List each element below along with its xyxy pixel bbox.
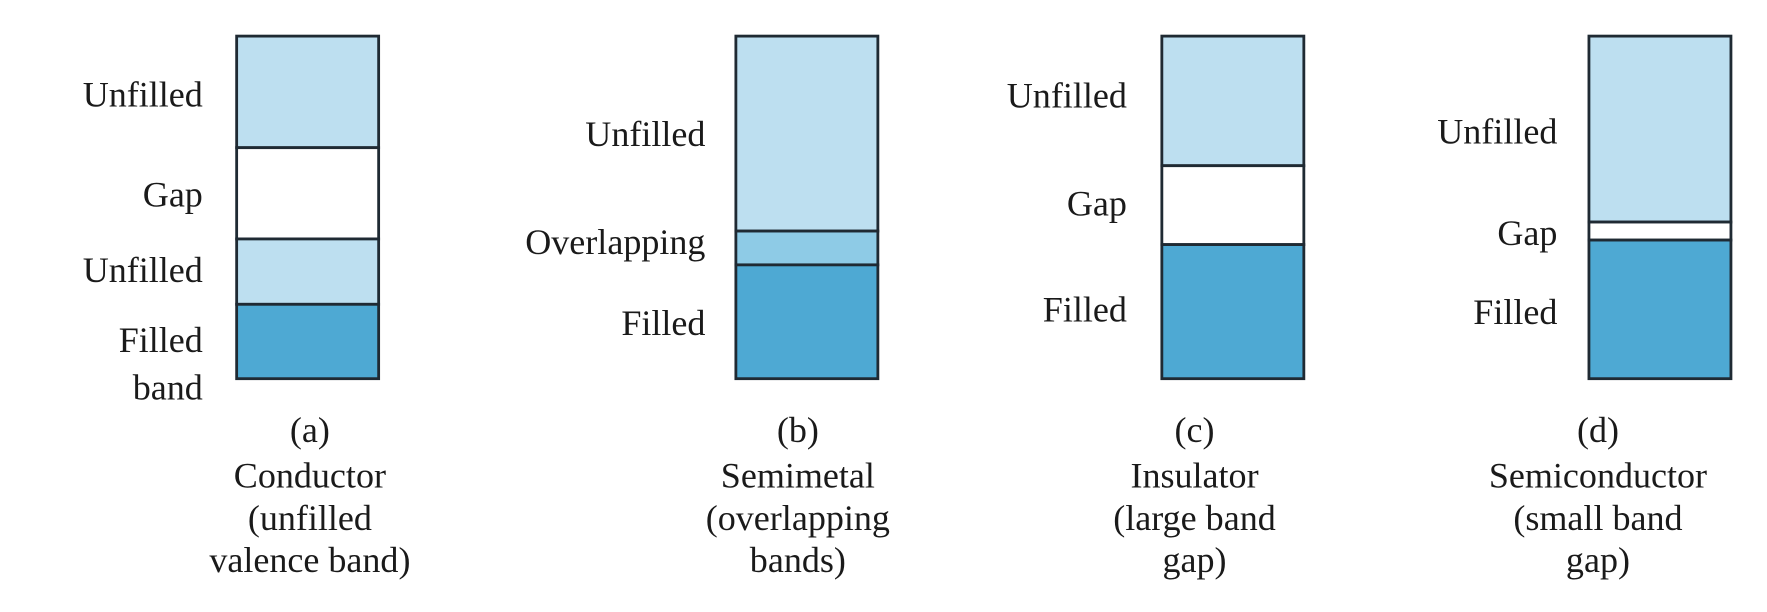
panel-letter: (d) xyxy=(1577,410,1619,450)
band-label: Filled xyxy=(1473,292,1557,332)
band-label: Filled xyxy=(119,320,203,360)
band xyxy=(235,34,381,150)
band-label: Overlapping xyxy=(525,222,705,262)
band-label: Gap xyxy=(1067,184,1127,224)
panel-letter: (a) xyxy=(290,410,330,450)
band xyxy=(734,34,880,233)
panel-name: Semiconductor xyxy=(1489,455,1707,495)
panel-description: valence band) xyxy=(209,540,410,580)
band xyxy=(235,302,381,381)
band xyxy=(1160,164,1306,246)
band-label: band xyxy=(133,367,203,407)
panel-name: Insulator xyxy=(1130,455,1258,495)
band xyxy=(1587,220,1733,242)
panel-name: Semimetal xyxy=(721,455,875,495)
band-label: Gap xyxy=(143,175,203,215)
panel-description: (unfilled xyxy=(248,498,372,538)
band xyxy=(734,263,880,381)
band xyxy=(1160,243,1306,381)
panel-letter: (c) xyxy=(1175,410,1215,450)
band xyxy=(1587,34,1733,224)
band xyxy=(235,146,381,241)
panel-description: bands) xyxy=(750,540,846,580)
band-label: Unfilled xyxy=(1437,112,1557,152)
band-label: Unfilled xyxy=(1007,75,1127,115)
panel-description: gap) xyxy=(1566,540,1630,580)
band-label: Gap xyxy=(1497,213,1557,253)
panel-description: (large band xyxy=(1113,498,1275,538)
panel-description: (small band xyxy=(1513,498,1682,538)
band-label: Filled xyxy=(1043,290,1127,330)
band-label: Unfilled xyxy=(585,114,705,154)
panel-letter: (b) xyxy=(777,410,819,450)
band-label: Unfilled xyxy=(83,74,203,114)
band xyxy=(1160,34,1306,168)
band xyxy=(734,229,880,267)
band xyxy=(235,237,381,306)
panel-name: Conductor xyxy=(234,455,386,495)
band xyxy=(1587,238,1733,381)
band-label: Unfilled xyxy=(83,250,203,290)
band-label: Filled xyxy=(621,303,705,343)
panel-description: gap) xyxy=(1162,540,1226,580)
panel-description: (overlapping xyxy=(706,498,890,538)
